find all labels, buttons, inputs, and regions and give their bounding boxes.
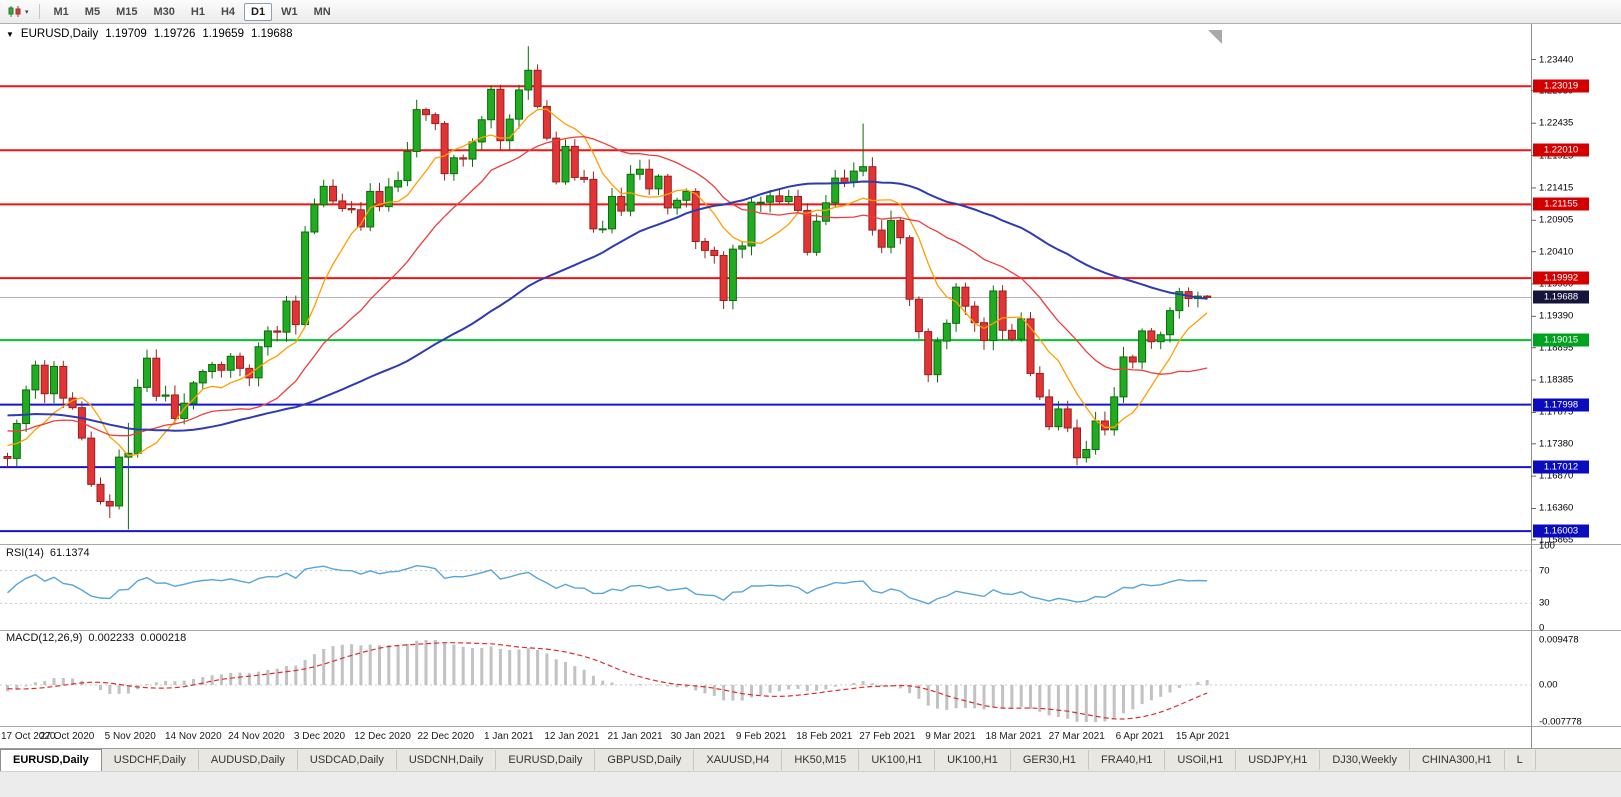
- time-axis-label: 27 Oct 2020: [39, 731, 95, 742]
- chart-tab-usdjpy-h1[interactable]: USDJPY,H1: [1236, 750, 1321, 770]
- hline-price-badge: 1.17012: [1533, 460, 1589, 474]
- chart-tab-gbpusd-daily[interactable]: GBPUSD,Daily: [595, 750, 695, 770]
- macd-scale-label: 0.009478: [1539, 634, 1579, 646]
- time-axis-label: 24 Nov 2020: [228, 731, 285, 742]
- time-axis-label: 3 Dec 2020: [293, 731, 346, 742]
- toolbar-separator: [38, 4, 40, 19]
- time-axis-label: 27 Mar 2021: [1048, 731, 1105, 742]
- time-axis-label: 9 Feb 2021: [735, 731, 787, 742]
- chart-type-icon[interactable]: ▾: [4, 3, 33, 20]
- time-axis-label: 18 Feb 2021: [796, 731, 853, 742]
- ma-line-8: [7, 108, 1208, 457]
- price-scale-label: 1.18385: [1539, 374, 1574, 386]
- chart-tab-l[interactable]: L: [1505, 750, 1536, 770]
- price-scale-label: 1.20905: [1539, 214, 1574, 226]
- price-scale-label: 1.21415: [1539, 182, 1574, 194]
- time-axis-label: 22 Dec 2020: [417, 731, 475, 742]
- hline-price-badge: 1.21155: [1533, 197, 1589, 211]
- time-axis-label: 30 Jan 2021: [670, 731, 726, 742]
- price-scale-label: 1.15865: [1539, 534, 1574, 546]
- rsi-scale-label: 30: [1539, 597, 1550, 609]
- time-axis-label: 14 Nov 2020: [164, 731, 222, 742]
- price-scale-label: 1.23440: [1539, 54, 1574, 65]
- chart-tab-bar: EURUSD,Daily USDCHF,Daily AUDUSD,Daily USDC…: [0, 748, 1621, 771]
- hline-price-badge: 1.17998: [1533, 398, 1589, 412]
- chart-tab-uk100-h1[interactable]: UK100,H1: [859, 750, 936, 770]
- current-price-badge: 1.19688: [1533, 290, 1589, 304]
- price-scale-label: 1.22435: [1539, 117, 1574, 129]
- ma-line-55: [7, 180, 1208, 432]
- price-scale-label: 1.17875: [1539, 406, 1574, 418]
- macd-scale-label: -0.007778: [1539, 716, 1582, 728]
- status-bar: [0, 771, 1621, 797]
- price-scale[interactable]: 1.234401.229501.224351.219251.214151.209…: [1531, 24, 1621, 748]
- rsi-line: [7, 564, 1208, 605]
- time-axis-label: 17 Oct 2020: [1, 731, 56, 742]
- time-axis-label: 18 Mar 2021: [985, 731, 1042, 742]
- time-axis-label: 12 Dec 2020: [354, 731, 411, 742]
- chart-canvas[interactable]: [0, 24, 1621, 748]
- period-button-mn[interactable]: MN: [313, 5, 331, 18]
- period-button-w1[interactable]: W1: [281, 5, 298, 18]
- hline-price-badge: 1.16003: [1533, 524, 1589, 538]
- candlestick-icon-glyph: [8, 6, 21, 17]
- time-axis-label: 21 Jan 2021: [607, 731, 663, 742]
- periodicity-toolbar: ▾ M1 M5 M15 M30 H1 H4 D1 W1 MN: [0, 0, 1621, 24]
- chart-tab-ger30-h1[interactable]: GER30,H1: [1011, 750, 1090, 770]
- chart-tab-eurusd-daily[interactable]: EURUSD,Daily: [496, 750, 596, 770]
- chart-tab-usdcad-daily[interactable]: USDCAD,Daily: [298, 750, 397, 770]
- price-scale-label: 1.16360: [1539, 502, 1574, 514]
- period-button-d1[interactable]: D1: [244, 2, 273, 21]
- chart-tab-eurusd-daily[interactable]: EURUSD,Daily: [0, 749, 102, 771]
- chart-tab-china300-h1[interactable]: CHINA300,H1: [1410, 750, 1505, 770]
- chart-tab-uk100-h1[interactable]: UK100,H1: [935, 750, 1011, 770]
- chevron-down-icon: ▾: [25, 8, 29, 16]
- time-axis-label: 27 Feb 2021: [859, 731, 916, 742]
- time-axis-label: 5 Nov 2020: [104, 731, 156, 742]
- chart-window[interactable]: ▼ EURUSD,Daily 1.19709 1.19726 1.19659 1…: [0, 24, 1621, 748]
- time-axis-label: 15 Apr 2021: [1175, 731, 1230, 742]
- period-button-m15[interactable]: M15: [116, 5, 138, 18]
- price-scale-label: 1.17380: [1539, 438, 1574, 450]
- candles-group: [3, 46, 1212, 530]
- time-axis-label: 12 Jan 2021: [544, 731, 600, 742]
- hline-price-badge: 1.23019: [1533, 79, 1589, 93]
- period-button-m30[interactable]: M30: [153, 5, 175, 18]
- time-axis-label: 1 Jan 2021: [484, 731, 534, 742]
- period-button-h4[interactable]: H4: [220, 5, 236, 18]
- chart-tab-dj30-weekly[interactable]: DJ30,Weekly: [1320, 750, 1410, 770]
- chart-tab-audusd-daily[interactable]: AUDUSD,Daily: [199, 750, 298, 770]
- hline-price-badge: 1.19992: [1533, 271, 1589, 285]
- rsi-scale-label: 70: [1539, 565, 1550, 577]
- period-button-m5[interactable]: M5: [84, 5, 101, 18]
- chart-tab-xauusd-h4[interactable]: XAUUSD,H4: [694, 750, 783, 770]
- chart-shift-marker: [1208, 30, 1222, 44]
- chart-tab-usdcnh-daily[interactable]: USDCNH,Daily: [397, 750, 497, 770]
- chart-tab-fra40-h1[interactable]: FRA40,H1: [1089, 750, 1166, 770]
- chart-tab-usdchf-daily[interactable]: USDCHF,Daily: [102, 750, 199, 770]
- macd-signal-line: [7, 642, 1208, 720]
- price-scale-label: 1.18895: [1539, 342, 1574, 354]
- ma-line-21: [7, 136, 1208, 437]
- time-axis-label: 6 Apr 2021: [1115, 731, 1164, 742]
- hline-price-badge: 1.19015: [1533, 333, 1589, 347]
- period-button-m1[interactable]: M1: [53, 5, 69, 18]
- price-scale-label: 1.19390: [1539, 310, 1574, 322]
- price-scale-label: 1.20410: [1539, 246, 1574, 258]
- chart-tab-usoil-h1[interactable]: USOil,H1: [1165, 750, 1237, 770]
- rsi-scale-label: 100: [1539, 540, 1555, 552]
- time-axis[interactable]: 17 Oct 2020 27 Oct 2020 5 Nov 2020 14 Nov 2…: [0, 726, 1531, 748]
- hline-price-badge: 1.22010: [1533, 143, 1589, 157]
- price-scale-label: 1.16870: [1539, 470, 1574, 482]
- macd-scale-label: 0.00: [1539, 679, 1558, 691]
- period-buttons: M1 M5 M15 M30 H1 H4 D1 W1 MN: [46, 2, 339, 21]
- period-button-h1[interactable]: H1: [190, 5, 205, 18]
- time-axis-label: 9 Mar 2021: [925, 731, 976, 742]
- chart-tab-hk50-m15[interactable]: HK50,M15: [782, 750, 860, 770]
- rsi-scale-label: 0: [1539, 622, 1545, 634]
